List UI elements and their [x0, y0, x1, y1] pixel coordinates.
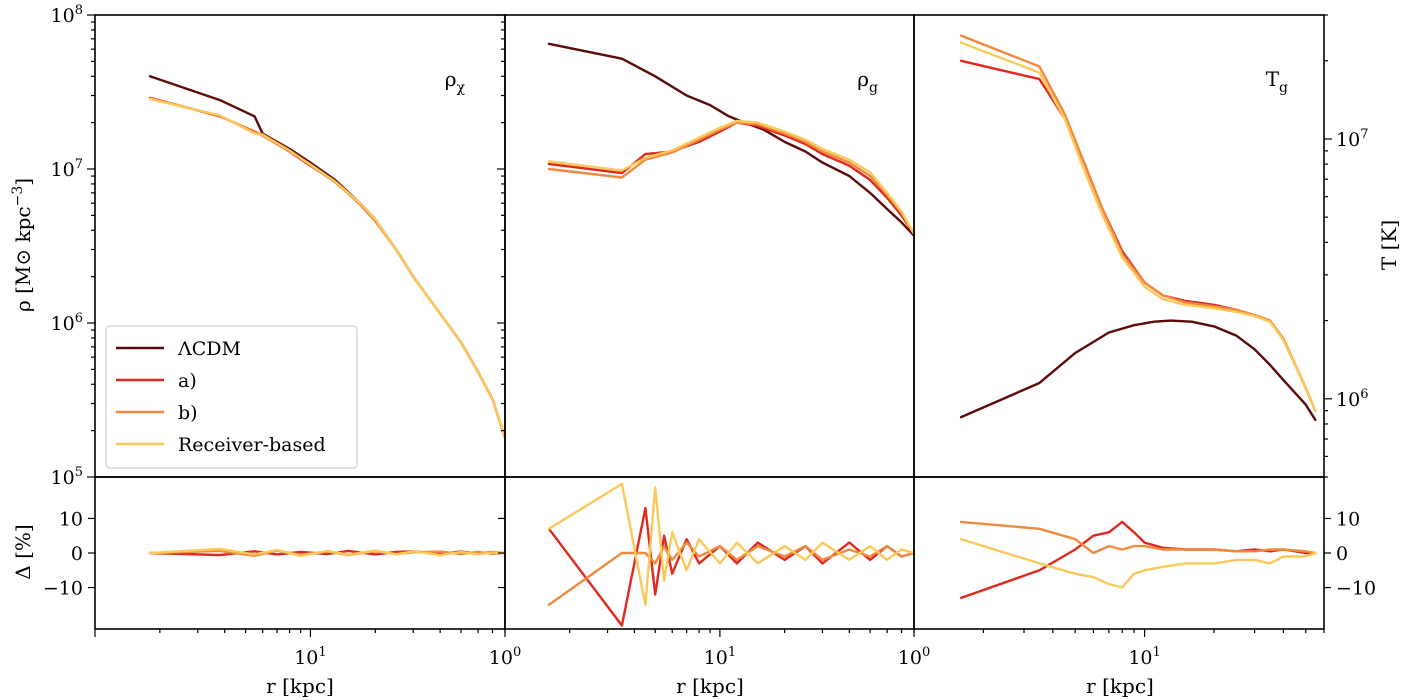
x-tick-label-1: 101	[294, 645, 326, 669]
y-tick-label-res-3-0: 10	[59, 508, 83, 530]
series-temperature-receiverbased	[959, 41, 1317, 412]
legend-label-receiver: Receiver-based	[178, 434, 326, 456]
panel-temperature-series	[959, 34, 1317, 421]
x-tick-label-3: 101	[704, 645, 736, 669]
panel-residual_temperature-series	[959, 520, 1317, 600]
x-tick-label-4: 100	[898, 645, 930, 669]
legend-label-b: b)	[178, 402, 198, 424]
y-tick-label-res-3-2: −10	[43, 578, 83, 600]
x-axis-label-3: r [kpc]	[1086, 674, 1154, 698]
series-temperature-cdm	[959, 319, 1317, 421]
x-tick-label-2: 100	[489, 645, 521, 669]
legend-frame	[105, 325, 358, 469]
legend-label-a: a)	[178, 370, 197, 392]
series-temperature-b	[959, 34, 1317, 412]
x-axis-label-1: r [kpc]	[266, 674, 334, 698]
series-rho_gas-cdm	[547, 42, 914, 237]
panel-residual_gas-series	[547, 482, 914, 627]
series-rho_gas-b	[547, 121, 914, 235]
y-axis-label-residual: Δ [%]	[11, 524, 35, 579]
series-rho_gas-receiverbased	[547, 119, 914, 235]
legend-label-lcdm: ΛCDM	[177, 338, 241, 360]
y-tick-label-density-2: 107	[51, 157, 83, 181]
series-residual_dm-receiverbased	[148, 547, 505, 557]
series-rho_gas-a	[547, 121, 914, 235]
panel-title-dm: ρχ	[445, 67, 466, 96]
y-tick-label-temp-0: 106	[1336, 387, 1368, 411]
x-axis-label-2: r [kpc]	[676, 674, 744, 698]
panel-residual_dm-series	[148, 547, 505, 557]
y-tick-label-density-0: 105	[51, 465, 83, 489]
panel-rho_dm-series	[148, 75, 505, 439]
panel-frame-residual_temperature	[913, 476, 1325, 630]
y-tick-label-density-3: 108	[51, 3, 83, 27]
series-residual_temperature-receiverbased	[959, 538, 1317, 589]
series-residual_gas-receiverbased	[547, 482, 914, 606]
legend: ΛCDM a) b) Receiver-based	[105, 325, 358, 469]
series-residual_gas-a	[547, 506, 914, 627]
series-residual_temperature-b	[959, 520, 1317, 555]
panel-title-temp: Tg	[1266, 67, 1288, 96]
series-rho_dm-receiverbased	[148, 97, 505, 439]
y-tick-label-temp-1: 107	[1336, 127, 1368, 151]
series-residual_temperature-a	[959, 520, 1317, 600]
panel-rho_gas-series	[547, 42, 914, 237]
y-axis-label-temperature: T [K]	[1377, 220, 1401, 270]
panel-frame-rho_gas	[504, 14, 915, 478]
y-tick-label-res-5-0: 10	[1336, 508, 1360, 530]
panel-title-gas: ρg	[857, 67, 878, 96]
y-axis-label-density: ρ [M⊙ kpc−3]	[10, 178, 35, 312]
series-residual_gas-b	[547, 541, 914, 606]
y-tick-label-res-5-1: 0	[1336, 543, 1348, 565]
y-tick-label-res-5-2: −10	[1336, 578, 1376, 600]
x-tick-label-5: 101	[1128, 645, 1160, 669]
y-tick-label-res-3-1: 0	[71, 543, 83, 565]
y-tick-label-density-1: 106	[51, 311, 83, 335]
